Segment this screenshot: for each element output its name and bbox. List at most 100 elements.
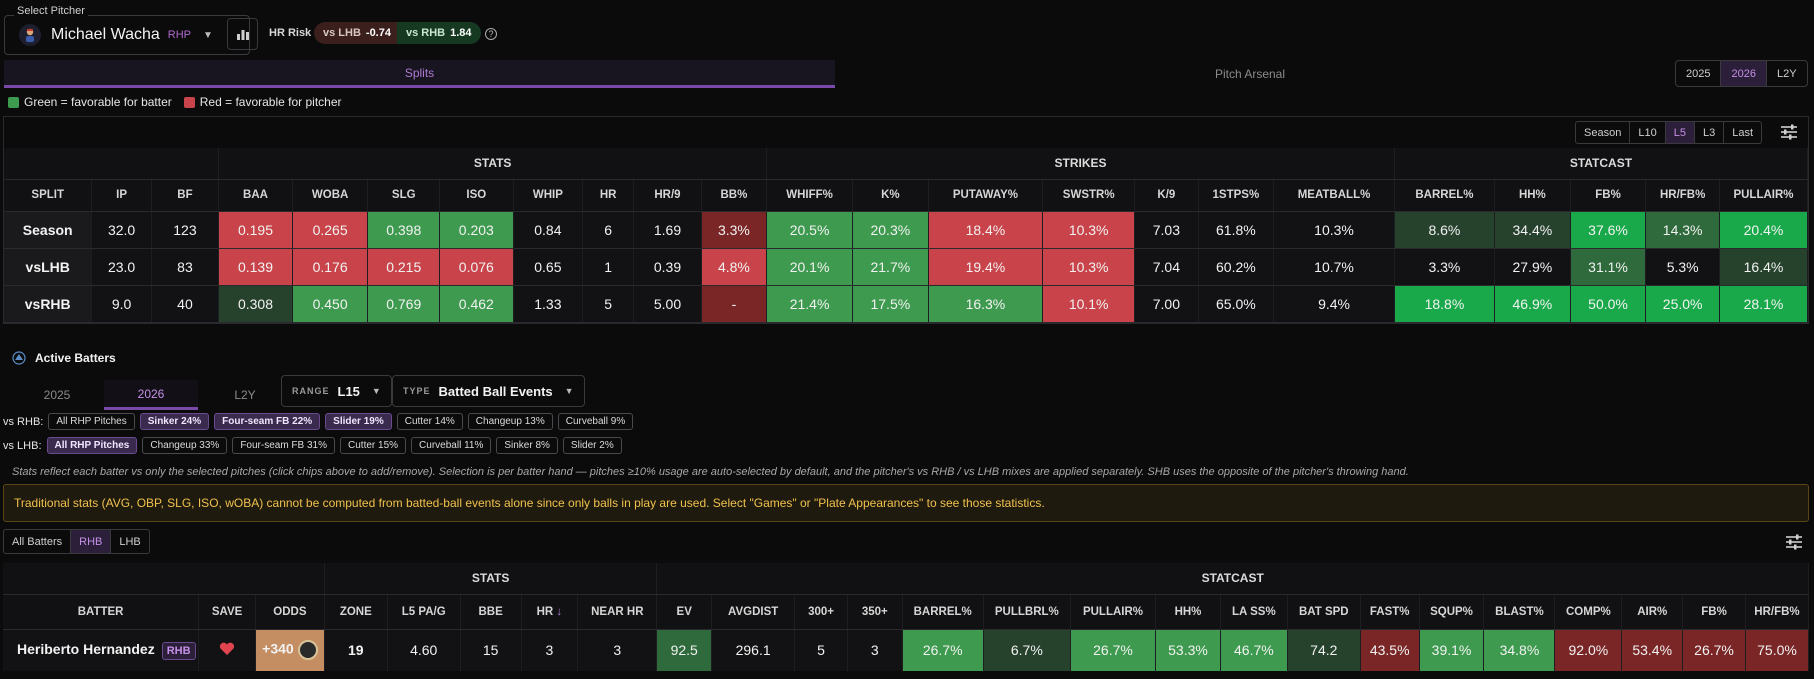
col-header-odds[interactable]: ODDS xyxy=(255,594,325,630)
help-icon[interactable]: ? xyxy=(485,28,497,40)
tab-splits[interactable]: Splits xyxy=(4,60,835,88)
filter-all-batters[interactable]: All Batters xyxy=(4,530,72,553)
pitch-chip[interactable]: Slider 19% xyxy=(325,413,392,430)
col-header-split[interactable]: SPLIT xyxy=(4,179,93,212)
col-header-airpct[interactable]: AIR% xyxy=(1621,594,1684,630)
pitch-chip[interactable]: Slider 2% xyxy=(562,437,622,454)
range-l10[interactable]: L10 xyxy=(1630,122,1666,143)
pitch-chip[interactable]: All RHP Pitches xyxy=(48,413,135,430)
col-header-batter[interactable]: BATTER xyxy=(3,594,200,630)
pitcher-select[interactable]: Michael Wacha RHP ▼ xyxy=(4,15,250,55)
chart-button[interactable] xyxy=(227,18,258,50)
col-header-comppct[interactable]: COMP% xyxy=(1554,594,1623,630)
hr-risk-lhb-value: -0.74 xyxy=(365,27,391,39)
col-header-barrelpct[interactable]: BARREL% xyxy=(902,594,984,630)
pitch-chip[interactable]: Curveball 11% xyxy=(411,437,492,454)
year-l2y[interactable]: L2Y xyxy=(1776,67,1797,80)
batters-group-header: STATCAST xyxy=(656,563,1809,595)
filter-lhb[interactable]: LHB xyxy=(119,535,141,548)
legend-red-label: Red = favorable for pitcher xyxy=(199,95,342,109)
col-header-hhpct[interactable]: HH% xyxy=(1155,594,1221,630)
cell-barrelpct: 18.8% xyxy=(1394,285,1496,323)
col-header-fbpct[interactable]: FB% xyxy=(1570,179,1647,212)
col-header-pullbrlpct[interactable]: PULLBRL% xyxy=(983,594,1071,630)
batters-group-header xyxy=(3,563,325,595)
pitch-chip[interactable]: Changeup 33% xyxy=(142,437,228,454)
col-header-swstrpct[interactable]: SWSTR% xyxy=(1042,179,1136,212)
col-header-woba[interactable]: WOBA xyxy=(292,179,369,212)
pitch-chip[interactable]: Four-seam FB 31% xyxy=(232,437,336,454)
range-dropdown-label: RANGE xyxy=(292,386,330,396)
batter-name-cell[interactable]: Heriberto Hernandez RHB xyxy=(3,629,200,671)
pitch-chip[interactable]: Cutter 14% xyxy=(396,413,463,430)
col-header-fastpct[interactable]: FAST% xyxy=(1360,594,1420,630)
col-header-300[interactable]: 300+ xyxy=(794,594,848,630)
range-l3[interactable]: L3 xyxy=(1695,122,1725,143)
batter-year-2025[interactable]: 2025 xyxy=(43,388,71,402)
col-header-350[interactable]: 350+ xyxy=(847,594,903,630)
col-header-ev[interactable]: EV xyxy=(656,594,713,630)
column-settings-icon[interactable] xyxy=(1780,123,1798,141)
col-header-save[interactable]: SAVE xyxy=(198,594,256,630)
col-header-k-9[interactable]: K/9 xyxy=(1134,179,1199,212)
batter-year-2026[interactable]: 2026 xyxy=(104,380,198,410)
col-header-slg[interactable]: SLG xyxy=(367,179,441,212)
batter-year-l2y[interactable]: L2Y xyxy=(234,388,256,402)
col-header-blastpct[interactable]: BLAST% xyxy=(1483,594,1556,630)
heart-icon[interactable] xyxy=(219,642,235,656)
pitch-chip[interactable]: Sinker 8% xyxy=(496,437,558,454)
lhb-pitch-chips: vs LHB: All RHP Pitches Changeup 33% Four-… xyxy=(3,437,627,454)
col-header-fbpct[interactable]: FB% xyxy=(1682,594,1746,630)
col-header-pullairpct[interactable]: PULLAIR% xyxy=(1070,594,1157,630)
filter-rhb[interactable]: RHB xyxy=(71,530,112,553)
pitch-chip[interactable]: Sinker 24% xyxy=(139,413,210,430)
col-header-label: AVGDIST xyxy=(728,605,779,618)
col-header-meatballpct[interactable]: MEATBALL% xyxy=(1273,179,1395,212)
type-dropdown[interactable]: TYPE Batted Ball Events ▼ xyxy=(392,375,585,407)
col-header-avgdist[interactable]: AVGDIST xyxy=(711,594,796,630)
col-header-hr-fbpct[interactable]: HR/FB% xyxy=(1745,594,1810,630)
col-header-hhpct[interactable]: HH% xyxy=(1494,179,1571,212)
col-header-la-sspct[interactable]: LA SS% xyxy=(1220,594,1288,630)
col-header-kpct[interactable]: K% xyxy=(852,179,929,212)
col-header-zone[interactable]: ZONE xyxy=(324,594,388,630)
tab-pitch-arsenal[interactable]: Pitch Arsenal xyxy=(1214,67,1286,81)
sort-desc-icon: ↓ xyxy=(553,605,563,618)
col-header-hr-fbpct[interactable]: HR/FB% xyxy=(1645,179,1720,212)
range-last[interactable]: Last xyxy=(1732,126,1753,139)
col-header-whiffpct[interactable]: WHIFF% xyxy=(766,179,854,212)
col-header-baa[interactable]: BAA xyxy=(218,179,293,212)
range-dropdown[interactable]: RANGE L15 ▼ xyxy=(281,375,392,407)
chevron-down-icon: ▼ xyxy=(203,29,213,41)
pitch-chip[interactable]: Four-seam FB 22% xyxy=(214,413,321,430)
col-header-iso[interactable]: ISO xyxy=(439,179,514,212)
col-header-1stpspct[interactable]: 1STPS% xyxy=(1198,179,1275,212)
col-header-bf[interactable]: BF xyxy=(151,179,220,212)
col-header-squppct[interactable]: SQUP% xyxy=(1419,594,1485,630)
table-row[interactable]: Heriberto Hernandez RHB +340 19 4.60 15 3 3 92.5… xyxy=(3,629,1810,671)
range-l5[interactable]: L5 xyxy=(1665,122,1695,143)
pitch-chip[interactable]: Changeup 13% xyxy=(467,413,553,430)
year-2026[interactable]: 2026 xyxy=(1721,61,1767,86)
year-2025[interactable]: 2025 xyxy=(1676,61,1722,86)
col-header-l5-pa-g[interactable]: L5 PA/G xyxy=(387,594,461,630)
col-header-hr-9[interactable]: HR/9 xyxy=(633,179,702,212)
col-header-barrelpct[interactable]: BARREL% xyxy=(1394,179,1496,212)
col-header-hr[interactable]: HR xyxy=(582,179,635,212)
col-header-putawaypct[interactable]: PUTAWAY% xyxy=(928,179,1044,212)
range-season[interactable]: Season xyxy=(1576,122,1631,143)
odds-cell[interactable]: +340 xyxy=(255,629,325,671)
col-header-bat-spd[interactable]: BAT SPD xyxy=(1287,594,1361,630)
col-header-bbe[interactable]: BBE xyxy=(460,594,522,630)
pitch-chip[interactable]: Cutter 15% xyxy=(340,437,407,454)
pitch-chip[interactable]: Curveball 9% xyxy=(557,413,634,430)
col-header-ip[interactable]: IP xyxy=(91,179,152,212)
cell-k-9: 7.00 xyxy=(1134,285,1199,323)
col-header-bbpct[interactable]: BB% xyxy=(701,179,768,212)
col-header-whip[interactable]: WHIP xyxy=(513,179,584,212)
pitch-chip[interactable]: All RHP Pitches xyxy=(46,437,138,454)
col-header-near-hr[interactable]: NEAR HR xyxy=(577,594,658,630)
col-header-hr[interactable]: HR ↓ xyxy=(521,594,579,630)
column-settings-icon[interactable] xyxy=(1785,533,1803,551)
col-header-pullairpct[interactable]: PULLAIR% xyxy=(1719,179,1809,212)
